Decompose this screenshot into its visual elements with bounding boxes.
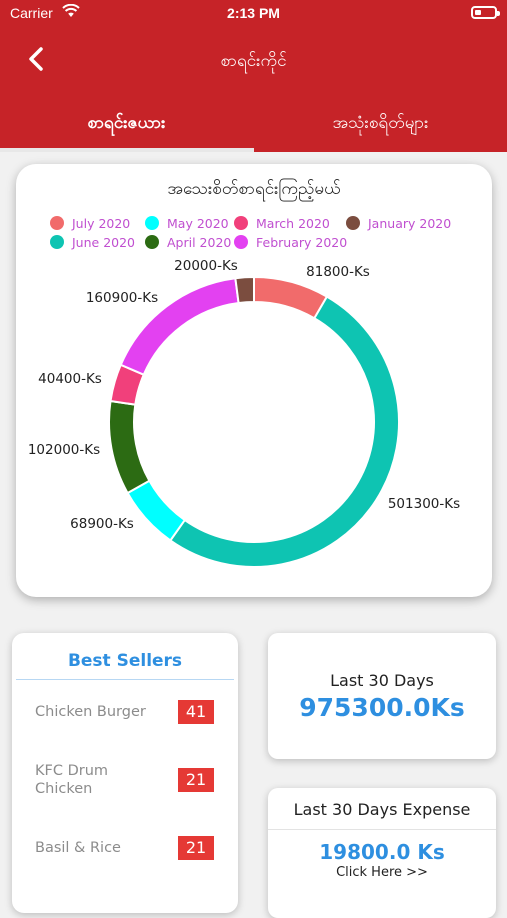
back-button[interactable] — [22, 44, 52, 74]
donut-chart: 81800-Ks 501300-Ks 68900-Ks 102000-Ks 40400-… — [28, 258, 460, 568]
slice-value-label: 68900-Ks — [70, 516, 134, 532]
status-bar: Carrier 2:13 PM — [0, 0, 507, 30]
legend-label: April 2020 — [167, 235, 232, 250]
legend-label: March 2020 — [256, 216, 330, 231]
legend-item: July 2020 — [50, 216, 130, 231]
expense-value: 19800.0 Ks — [319, 840, 445, 864]
best-sellers-card: Best Sellers Chicken Burger 41 KFC Drum … — [12, 633, 238, 913]
legend-item: June 2020 — [50, 235, 135, 250]
seller-count-badge: 21 — [178, 836, 214, 860]
sales-chart-card: အသေးစိတ်စာရင်းကြည့်မယ် July 2020 May 2020… — [16, 164, 492, 597]
legend-label: January 2020 — [368, 216, 452, 231]
last-30-days-card: Last 30 Days 975300.0Ks — [268, 633, 496, 759]
slice-value-label: 102000-Ks — [28, 442, 100, 458]
carrier-label: Carrier — [10, 5, 53, 21]
legend-swatch — [50, 235, 64, 249]
legend-swatch — [145, 235, 159, 249]
expense-card[interactable]: Last 30 Days Expense 19800.0 Ks Click He… — [268, 788, 496, 918]
legend-swatch — [145, 216, 159, 230]
legend-label: February 2020 — [256, 235, 348, 250]
chevron-left-icon — [29, 47, 43, 71]
slice-value-label: 81800-Ks — [306, 264, 370, 280]
legend-item: February 2020 — [234, 235, 347, 250]
seller-count-badge: 41 — [178, 700, 214, 724]
legend-label: July 2020 — [72, 216, 131, 231]
slice-value-label: 160900-Ks — [86, 290, 158, 306]
legend-item: April 2020 — [145, 235, 231, 250]
seller-name: KFC Drum Chicken — [35, 763, 109, 797]
seller-count-badge: 21 — [178, 768, 214, 792]
donut-slice[interactable] — [234, 275, 255, 305]
app-header: Carrier 2:13 PM စာရင်းကိုင် စာရင်းဇယား အ… — [0, 0, 507, 152]
chart-title: အသေးစိတ်စာရင်းကြည့်မယ် — [167, 179, 341, 199]
seller-name: Chicken Burger — [35, 704, 146, 720]
expense-label: Last 30 Days Expense — [268, 800, 496, 830]
best-sellers-title: Best Sellers — [16, 651, 234, 680]
donut-slice[interactable] — [126, 479, 187, 542]
legend-swatch — [50, 216, 64, 230]
wifi-icon — [62, 3, 80, 22]
legend-swatch — [234, 216, 248, 230]
last-30-days-value: 975300.0Ks — [299, 693, 465, 722]
donut-slice[interactable] — [108, 399, 151, 495]
slice-value-label: 20000-Ks — [174, 258, 238, 274]
legend-label: June 2020 — [72, 235, 136, 250]
legend-label: May 2020 — [167, 216, 229, 231]
last-30-days-label: Last 30 Days — [330, 671, 434, 690]
donut-slice[interactable] — [253, 275, 329, 320]
active-tab-indicator — [0, 148, 254, 152]
expense-click-here-link[interactable]: Click Here >> — [336, 865, 428, 880]
status-time: 2:13 PM — [227, 5, 280, 21]
tab-expenses[interactable]: အသုံးစရိတ်များ — [332, 113, 429, 133]
battery-icon — [471, 6, 500, 19]
slice-value-label: 40400-Ks — [38, 371, 102, 387]
legend-swatch — [234, 235, 248, 249]
seller-name: Basil & Rice — [35, 840, 121, 856]
legend-swatch — [346, 216, 360, 230]
donut-slice[interactable] — [168, 295, 400, 568]
tab-report[interactable]: စာရင်းဇယား — [87, 113, 166, 133]
legend-item: March 2020 — [234, 216, 330, 231]
slice-value-label: 501300-Ks — [388, 496, 460, 512]
legend-item: May 2020 — [145, 216, 229, 231]
page-title: စာရင်းကိုင် — [220, 51, 287, 71]
legend-item: January 2020 — [346, 216, 451, 231]
